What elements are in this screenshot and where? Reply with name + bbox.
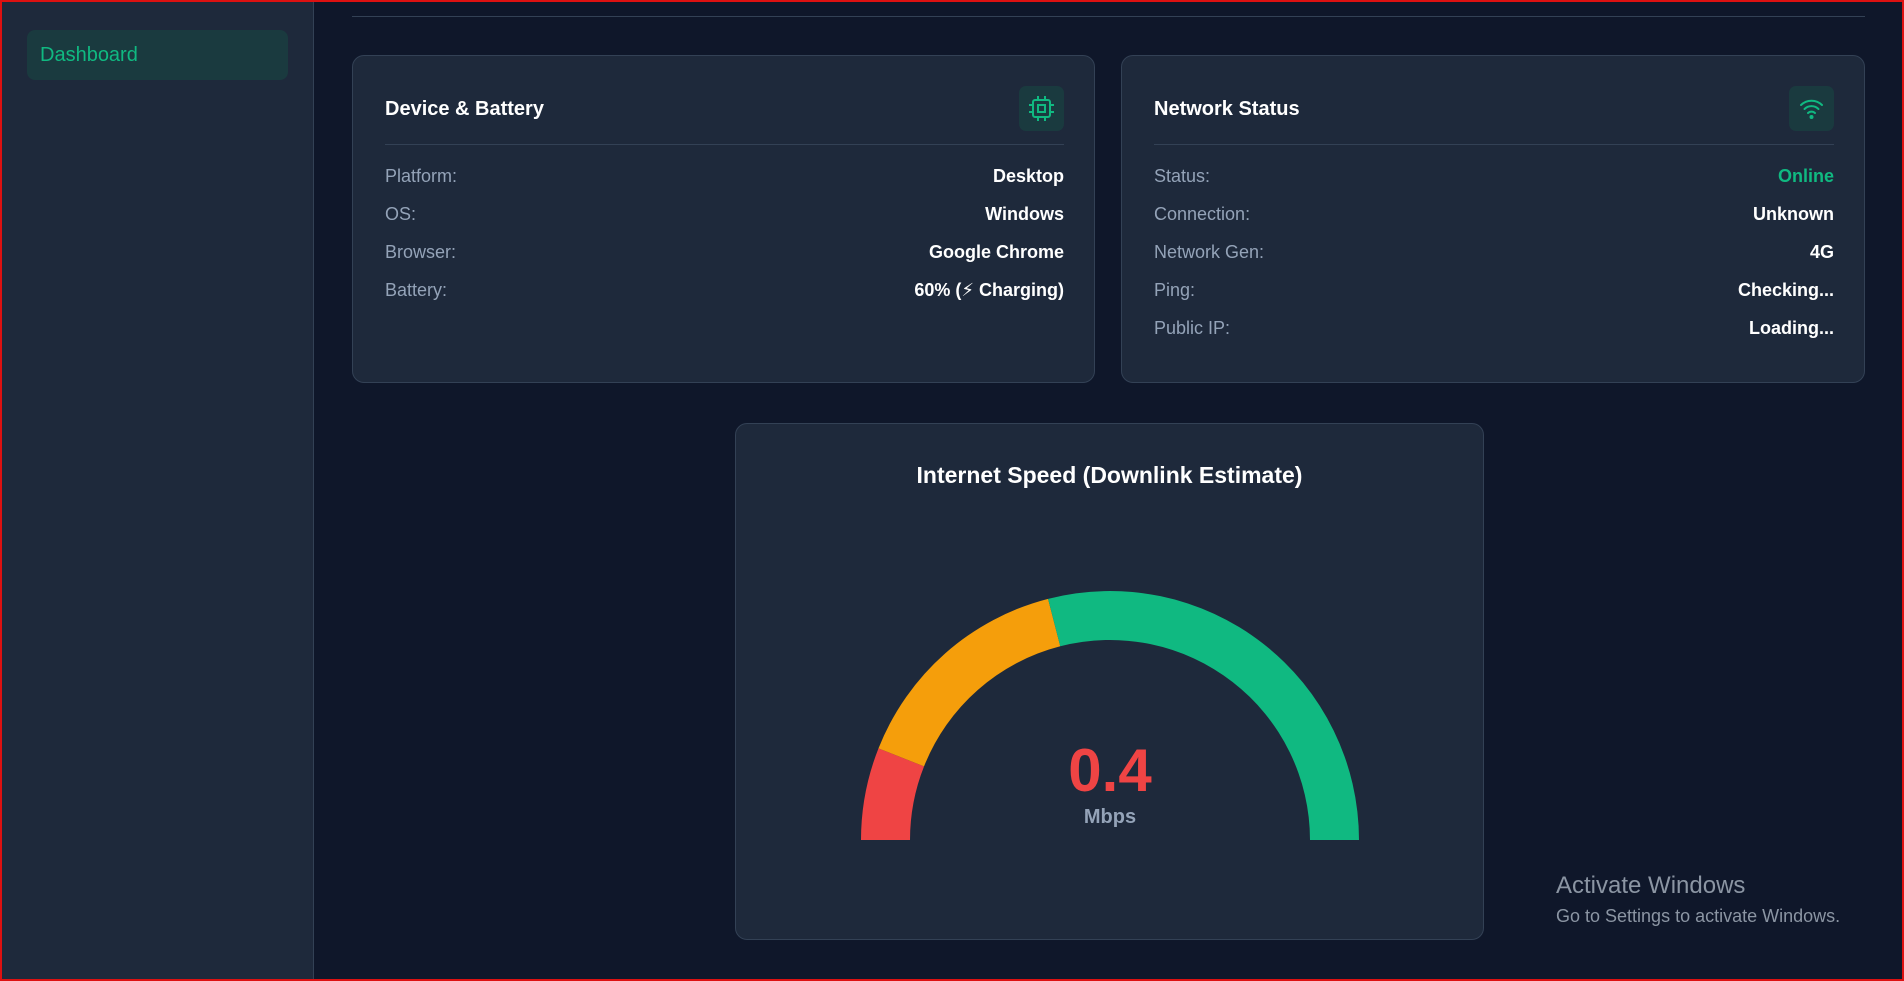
row-label: Browser: bbox=[385, 242, 457, 262]
info-row: Battery: 60% (⚡ Charging) bbox=[385, 280, 1064, 304]
network-card: Network Status Status: Online Connection: U… bbox=[1121, 55, 1865, 383]
gauge-segment bbox=[878, 598, 1061, 767]
speed-title: Internet Speed (Downlink Estimate) bbox=[916, 462, 1303, 488]
card-title: Network Status bbox=[1154, 98, 1300, 120]
row-label: Status: bbox=[1154, 166, 1211, 186]
row-label: Ping: bbox=[1154, 280, 1196, 300]
row-label: Battery: bbox=[385, 280, 448, 300]
row-value: Desktop bbox=[992, 166, 1064, 186]
chip-icon bbox=[1019, 86, 1064, 131]
device-card: Device & Battery Platform: Desktop OS: Wind… bbox=[352, 55, 1095, 383]
row-value: Online bbox=[1777, 166, 1834, 186]
speed-value: 0.4 bbox=[1068, 737, 1152, 804]
row-label: Public IP: bbox=[1154, 318, 1231, 338]
row-label: Platform: bbox=[385, 166, 458, 186]
row-value: Checking... bbox=[1737, 280, 1834, 300]
gauge-segment bbox=[1048, 591, 1359, 840]
nav-dashboard[interactable]: Dashboard bbox=[27, 30, 288, 80]
watermark-title: Activate Windows bbox=[1556, 872, 1746, 899]
info-row: Platform: Desktop bbox=[385, 166, 1064, 190]
divider bbox=[385, 144, 1064, 145]
info-row: Network Gen: 4G bbox=[1154, 242, 1834, 266]
watermark-text: Go to Settings to activate Windows. bbox=[1556, 906, 1841, 926]
speed-card: Internet Speed (Downlink Estimate) 0.4 Mb… bbox=[735, 423, 1484, 940]
row-value: Unknown bbox=[1753, 204, 1834, 224]
info-row: OS: Windows bbox=[385, 204, 1064, 228]
gauge-segment bbox=[861, 748, 925, 840]
card-title: Device & Battery bbox=[385, 98, 544, 120]
sidebar: Dashboard bbox=[0, 0, 314, 981]
info-row: Public IP: Loading... bbox=[1154, 318, 1834, 342]
row-value: Windows bbox=[985, 204, 1064, 224]
windows-watermark: Activate Windows Go to Settings to activ… bbox=[1556, 872, 1840, 927]
info-row: Connection: Unknown bbox=[1154, 204, 1834, 228]
divider bbox=[352, 16, 1865, 17]
row-label: Network Gen: bbox=[1154, 242, 1265, 262]
info-row: Status: Online bbox=[1154, 166, 1834, 190]
row-value: 4G bbox=[1809, 242, 1834, 262]
speed-unit: Mbps bbox=[1084, 806, 1136, 828]
info-row: Ping: Checking... bbox=[1154, 280, 1834, 304]
row-label: Connection: bbox=[1154, 204, 1251, 224]
row-value: 60% (⚡ Charging) bbox=[914, 280, 1064, 300]
wifi-icon bbox=[1789, 86, 1834, 131]
row-label: OS: bbox=[385, 204, 417, 224]
row-value: Loading... bbox=[1749, 318, 1834, 338]
divider bbox=[1154, 144, 1834, 145]
row-value: Google Chrome bbox=[928, 242, 1064, 262]
info-row: Browser: Google Chrome bbox=[385, 242, 1064, 266]
